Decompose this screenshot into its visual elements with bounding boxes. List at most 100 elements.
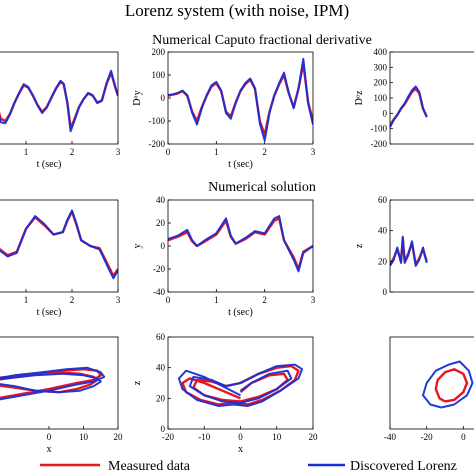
x-tick-label: -10 (198, 432, 210, 442)
y-axis-label: y (132, 244, 143, 249)
x-tick-label: -20 (421, 432, 433, 442)
x-tick-label: 2 (70, 147, 75, 157)
x-tick-label: 1 (24, 147, 29, 157)
y-tick-label: 40 (156, 363, 166, 373)
x-tick-label: 20 (309, 432, 319, 442)
chart-r1c3: -200 -100 0 100 200 300 400 Dᵅz (354, 47, 474, 149)
chart-r2c1: 1 2 3 t (sec) (0, 199, 121, 318)
y-tick-label: -200 (149, 139, 166, 149)
x-tick-label: -20 (162, 432, 174, 442)
axes-frame (0, 51, 119, 145)
x-tick-label: 0 (238, 432, 243, 442)
axes-frame (0, 199, 119, 293)
x-tick-label: 2 (70, 295, 75, 305)
y-tick-label: 400 (374, 47, 388, 57)
y-tick-label: 40 (156, 195, 166, 205)
series-group (177, 363, 304, 407)
series-line-discovered (177, 363, 304, 407)
x-tick-label: 0 (47, 432, 52, 442)
chart-r3c3: -40 -20 0 (384, 336, 474, 442)
series-line-measured (434, 368, 469, 403)
x-tick-label: 0 (461, 432, 466, 442)
row1-title: Numerical Caputo fractional derivative (152, 33, 372, 48)
x-tick-label: 1 (24, 295, 29, 305)
y-tick-label: 100 (374, 93, 388, 103)
series-line-measured (0, 210, 118, 278)
series-group (390, 85, 428, 128)
y-axis-label: z (132, 380, 143, 385)
axes-frame (389, 199, 474, 293)
y-tick-label: 60 (378, 195, 388, 205)
x-tick-label: 0 (166, 147, 171, 157)
chart-r2c2: 0 1 2 3 -40 -20 0 20 40 t (sec) y (132, 195, 316, 318)
x-tick-label: 2 (262, 147, 267, 157)
y-tick-label: 0 (383, 108, 388, 118)
legend: Measured data Discovered Lorenz (40, 459, 457, 474)
chart-r1c1: 1 2 3 t (sec) (0, 51, 121, 170)
y-tick-label: 200 (152, 47, 166, 57)
chart-r3c2: -20 -10 0 10 20 0 20 40 60 x z (132, 332, 318, 455)
series-group (0, 366, 106, 401)
y-axis-label: z (354, 243, 365, 248)
row2-title: Numerical solution (208, 180, 316, 195)
series-line-discovered (168, 215, 313, 273)
axes-frame (389, 51, 474, 145)
chart-r3c1: 0 10 20 x (0, 336, 123, 455)
chart-r2c3: 0 20 40 60 z (354, 195, 474, 297)
series-group (422, 360, 474, 409)
chart-r1c2: 0 1 2 3 -200 -100 0 100 200 t (sec) Dᵅy (132, 47, 316, 170)
y-tick-label: 20 (156, 218, 166, 228)
series-line-discovered (390, 235, 428, 267)
x-axis-label: x (47, 444, 52, 455)
series-group (0, 69, 118, 133)
y-tick-label: -40 (153, 287, 165, 297)
series-line-measured (168, 217, 313, 271)
y-tick-label: 0 (161, 241, 166, 251)
y-tick-label: 60 (156, 332, 166, 342)
x-axis-label: x (238, 444, 243, 455)
series-line-discovered (0, 209, 118, 280)
y-tick-label: -100 (149, 116, 166, 126)
x-tick-label: 10 (272, 432, 282, 442)
series-line-discovered (168, 57, 313, 142)
x-axis-label: t (sec) (228, 307, 253, 318)
y-tick-label: 100 (152, 70, 166, 80)
x-tick-label: 3 (116, 295, 121, 305)
y-tick-label: 200 (374, 78, 388, 88)
x-tick-label: 3 (311, 147, 316, 157)
series-line-discovered (422, 360, 474, 409)
series-group (168, 57, 313, 142)
x-tick-label: 3 (116, 147, 121, 157)
x-tick-label: 1 (214, 295, 219, 305)
x-tick-label: -40 (384, 432, 396, 442)
y-tick-label: 300 (374, 62, 388, 72)
y-tick-label: 0 (383, 287, 388, 297)
x-tick-label: 3 (311, 295, 316, 305)
legend-measured-label: Measured data (108, 459, 191, 474)
axes-frame (167, 199, 314, 293)
x-axis-label: t (sec) (37, 159, 62, 170)
y-tick-label: 0 (161, 93, 166, 103)
y-tick-label: 20 (156, 393, 166, 403)
y-tick-label: 40 (378, 226, 388, 236)
series-group (390, 235, 428, 267)
y-tick-label: 0 (161, 424, 166, 434)
y-tick-label: -200 (371, 139, 388, 149)
figure-title: Lorenz system (with noise, IPM) (125, 1, 349, 20)
series-group (0, 209, 118, 280)
series-line-discovered (0, 366, 106, 401)
x-tick-label: 0 (166, 295, 171, 305)
series-line-measured (390, 87, 428, 127)
series-line-discovered (390, 85, 428, 128)
series-line-measured (0, 71, 118, 130)
y-axis-label: Dᵅy (132, 90, 143, 105)
y-tick-label: 20 (378, 256, 388, 266)
series-line-measured (0, 368, 102, 400)
y-tick-label: -100 (371, 124, 388, 134)
axes-frame (389, 336, 474, 430)
x-axis-label: t (sec) (37, 307, 62, 318)
x-tick-label: 2 (262, 295, 267, 305)
x-tick-label: 10 (79, 432, 89, 442)
